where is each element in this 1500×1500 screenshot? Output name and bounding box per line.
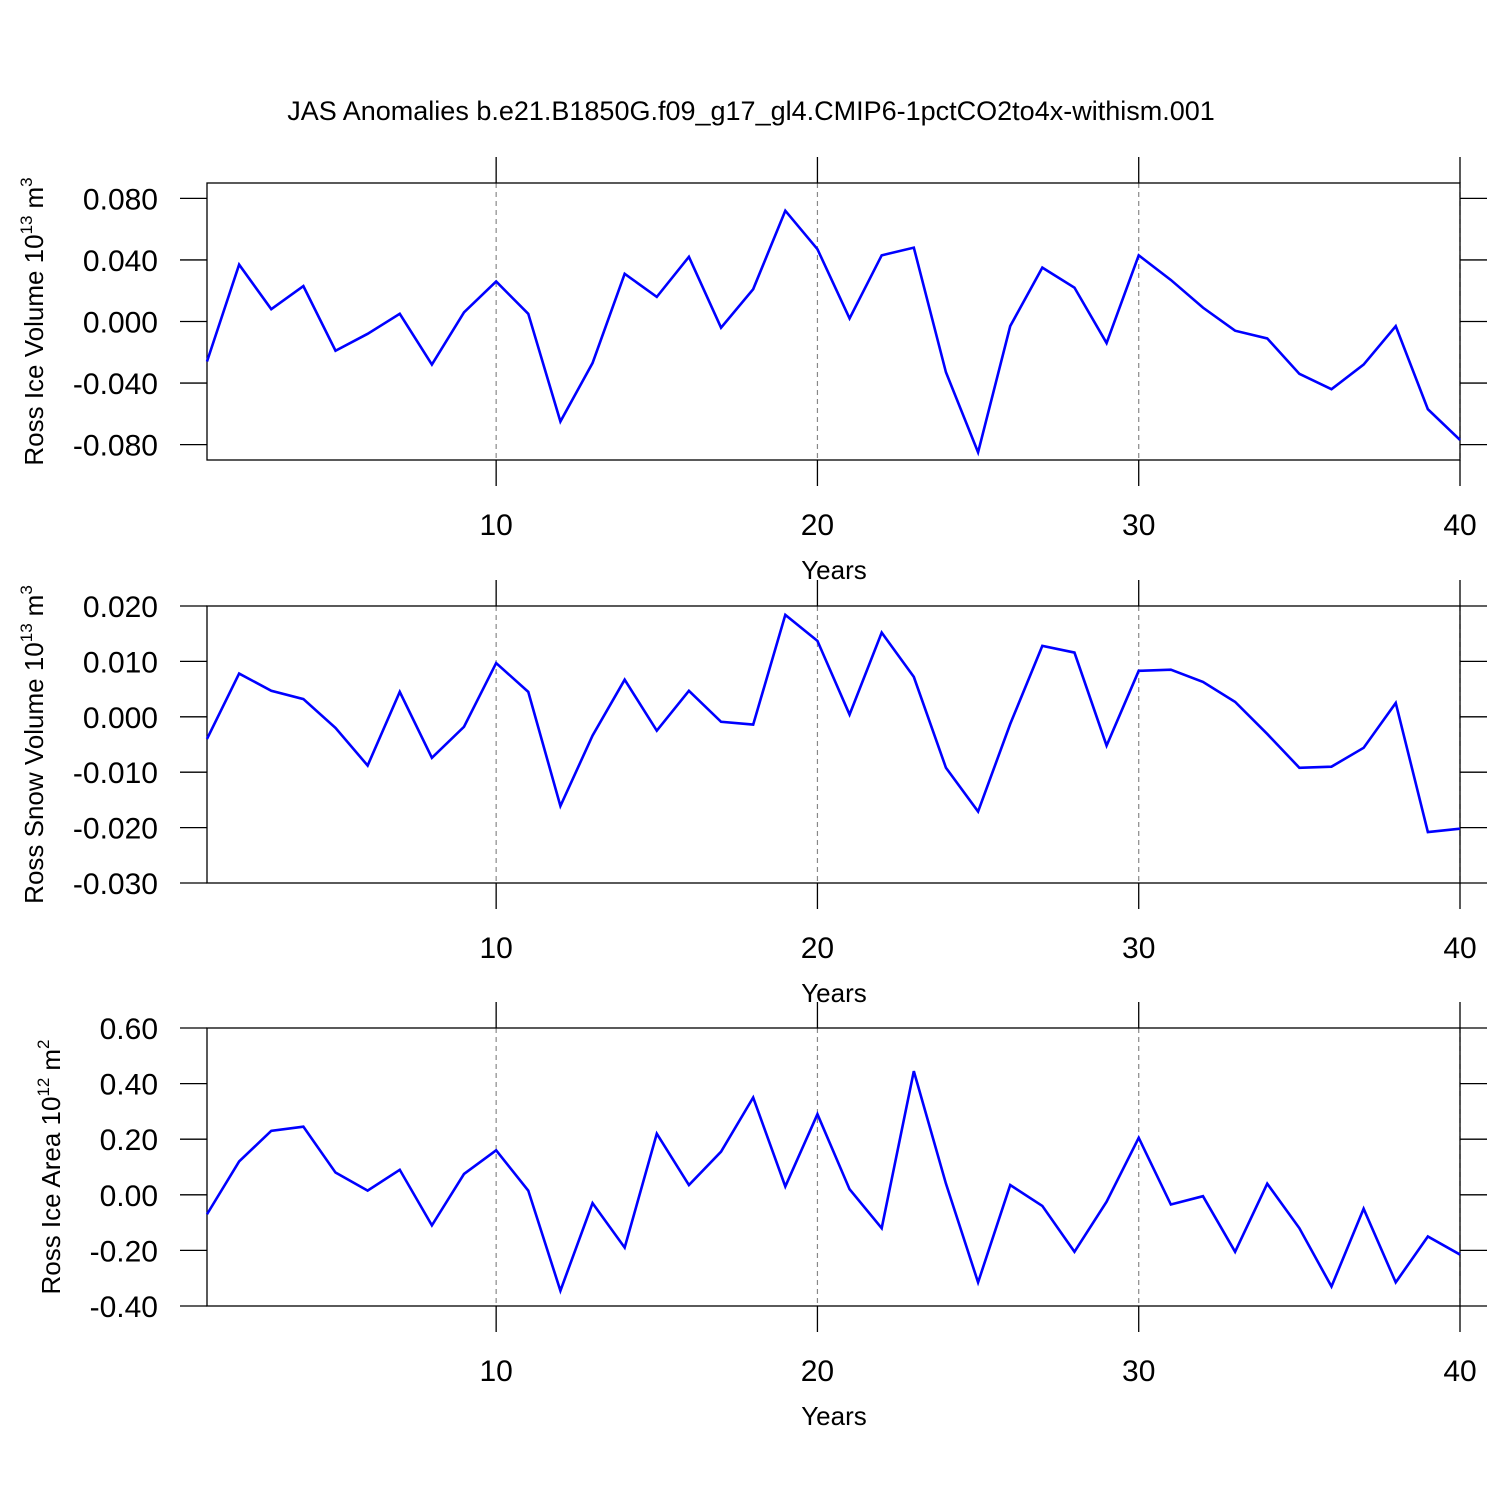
chart-title: JAS Anomalies b.e21.B1850G.f09_g17_gl4.C…	[287, 96, 1215, 126]
x-tick-label: 10	[479, 932, 512, 965]
x-axis-label: Years	[801, 1401, 867, 1431]
data-line	[205, 208, 1461, 457]
x-tick-label: 30	[1122, 932, 1155, 965]
y-axis-label-exponent: 12	[34, 1078, 53, 1097]
x-tick-label: 20	[801, 509, 834, 542]
y-tick-label: -0.080	[73, 430, 158, 463]
y-axis-label-part: Ross Ice Area 10	[36, 1097, 66, 1295]
y-tick-label: -0.20	[90, 1235, 158, 1268]
plot-frame	[206, 1027, 1461, 1307]
panel: 10 20 30 40 -0.40 -0.20 0.00 0.20 0.40 0.60 Years R…	[34, 1002, 1487, 1431]
x-tick-label: 10	[479, 509, 512, 542]
y-tick-label: 0.000	[83, 307, 158, 340]
panel: 10 20 30 40 -0.030 -0.020 -0.010 0.000 0.010 0.02…	[17, 580, 1487, 1008]
y-axis-label-part: m	[19, 187, 49, 209]
y-axis-label-part: m	[19, 595, 49, 617]
y-axis-label-exponent: 3	[17, 177, 36, 186]
x-tick-label: 10	[479, 1355, 512, 1388]
x-tick-label: 30	[1122, 1355, 1155, 1388]
y-axis-label: Ross Snow Volume 1013 m3	[17, 585, 49, 904]
x-tick-label: 20	[801, 932, 834, 965]
plot-frame	[206, 605, 1461, 884]
y-tick-label: 0.20	[100, 1124, 158, 1157]
x-axis-label: Years	[801, 978, 867, 1008]
y-axis-label-exponent: 13	[17, 215, 36, 234]
x-tick-label: 20	[801, 1355, 834, 1388]
y-tick-label: -0.010	[73, 757, 158, 790]
y-tick-label: -0.020	[73, 813, 158, 846]
y-tick-label: 0.60	[100, 1013, 158, 1046]
y-tick-label: 0.080	[83, 183, 158, 216]
y-axis-label: Ross Ice Area 1012 m2	[34, 1039, 66, 1294]
data-line	[205, 612, 1461, 834]
y-axis-label-exponent: 2	[34, 1039, 53, 1048]
y-tick-label: 0.40	[100, 1069, 158, 1102]
y-tick-label: -0.040	[73, 368, 158, 401]
y-tick-label: -0.40	[90, 1291, 158, 1324]
y-tick-label: -0.030	[73, 868, 158, 901]
panel: JAS Anomalies b.e21.B1850G.f09_g17_gl4.C…	[17, 96, 1487, 585]
y-axis-label: Ross Ice Volume 1013 m3	[17, 177, 49, 465]
plot-frame	[206, 182, 1461, 461]
y-axis-label-exponent: 13	[17, 623, 36, 642]
y-tick-label: 0.020	[83, 591, 158, 624]
y-axis-label-part: Ross Ice Volume 10	[19, 234, 49, 465]
y-axis-label-part: m	[36, 1049, 66, 1071]
y-tick-label: 0.000	[83, 702, 158, 735]
y-axis-label-exponent: 3	[17, 585, 36, 594]
y-axis-label-part: Ross Snow Volume 10	[19, 642, 49, 904]
x-tick-label: 40	[1443, 932, 1476, 965]
x-tick-label: 40	[1443, 509, 1476, 542]
x-axis-label: Years	[801, 555, 867, 585]
data-line	[205, 1070, 1461, 1295]
y-tick-label: 0.040	[83, 245, 158, 278]
x-tick-label: 30	[1122, 509, 1155, 542]
y-tick-label: 0.00	[100, 1180, 158, 1213]
y-tick-label: 0.010	[83, 646, 158, 679]
x-tick-label: 40	[1443, 1355, 1476, 1388]
